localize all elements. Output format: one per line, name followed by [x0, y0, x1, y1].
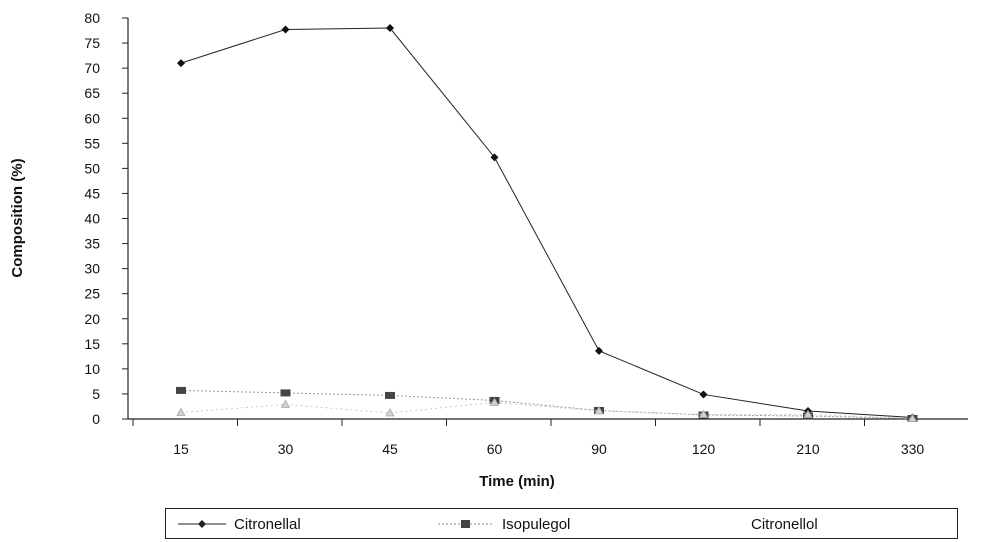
legend-item-citronellal: Citronellal — [178, 515, 301, 533]
legend-item-isopulegol: Isopulegol — [438, 515, 570, 533]
point-citronellal — [281, 25, 290, 34]
point-citronellal — [699, 390, 708, 399]
x-axis-title: Time (min) — [479, 473, 555, 490]
y-axis-title: Composition (%) — [9, 158, 26, 277]
point-isopulegol — [385, 391, 395, 399]
point-citronellol — [385, 408, 395, 417]
x-tick-label: 90 — [591, 441, 607, 457]
x-tick-label: 210 — [796, 441, 820, 457]
y-tick-label: 35 — [84, 236, 100, 252]
point-citronellal — [386, 24, 394, 33]
point-citronellol — [176, 407, 186, 416]
y-tick-label: 25 — [84, 286, 100, 302]
y-tick-label: 60 — [84, 110, 100, 126]
point-citronellal — [490, 153, 499, 162]
x-tick-label: 45 — [382, 441, 398, 457]
point-citronellol — [594, 406, 604, 415]
legend-label-isopulegol: Isopulegol — [502, 515, 571, 533]
y-tick-label: 40 — [84, 211, 100, 227]
y-tick-label: 30 — [84, 261, 100, 277]
axes — [127, 18, 968, 420]
legend-item-citronellol: Citronellol — [751, 515, 818, 533]
x-tick-label: 30 — [278, 441, 294, 457]
point-citronellal — [177, 59, 185, 68]
point-citronellol — [698, 409, 709, 418]
series-line-citronellal — [180, 27, 913, 418]
legend-label-citronellal: Citronellal — [234, 515, 301, 533]
y-tick-label: 10 — [84, 361, 100, 377]
y-tick-label: 70 — [84, 60, 100, 76]
x-tick-label: 60 — [487, 441, 503, 457]
line-chart: 0 5 10 15 20 25 30 35 40 45 50 55 60 65 70 75 80 15 30 45 6… — [9, 10, 968, 490]
y-tick-label: 15 — [84, 336, 100, 352]
y-tick-label: 55 — [84, 135, 100, 151]
point-isopulegol — [280, 389, 291, 397]
point-citronellol — [489, 397, 500, 406]
point-isopulegol — [176, 386, 186, 394]
y-tick-label: 45 — [84, 185, 100, 201]
point-citronellol — [280, 399, 291, 408]
point-citronellol — [803, 409, 813, 418]
series-line-citronellol — [180, 401, 913, 419]
legend: Citronellal Isopulegol Citronellol — [165, 508, 958, 539]
point-citronellol — [907, 413, 918, 422]
legend-key-citronellal — [178, 520, 226, 528]
y-tick-label: 50 — [84, 160, 100, 176]
y-tick-label: 0 — [92, 411, 100, 427]
x-tick-label: 15 — [173, 441, 189, 457]
y-tick-label: 80 — [84, 10, 100, 26]
y-tick-label: 65 — [84, 85, 100, 101]
x-axis-ticks: 15 30 45 60 90 120 210 330 — [132, 419, 925, 457]
point-citronellal — [595, 346, 603, 355]
series-line-isopulegol — [180, 389, 913, 419]
y-tick-label: 5 — [92, 386, 100, 402]
y-axis-ticks: 0 5 10 15 20 25 30 35 40 45 50 55 60 65 70 75 80 — [84, 10, 128, 427]
x-tick-label: 330 — [901, 441, 925, 457]
legend-label-citronellol: Citronellol — [751, 515, 818, 533]
y-tick-label: 75 — [84, 35, 100, 51]
legend-key-isopulegol — [438, 520, 494, 528]
x-tick-label: 120 — [692, 441, 716, 457]
series-layer — [176, 24, 918, 422]
y-tick-label: 20 — [84, 311, 100, 327]
